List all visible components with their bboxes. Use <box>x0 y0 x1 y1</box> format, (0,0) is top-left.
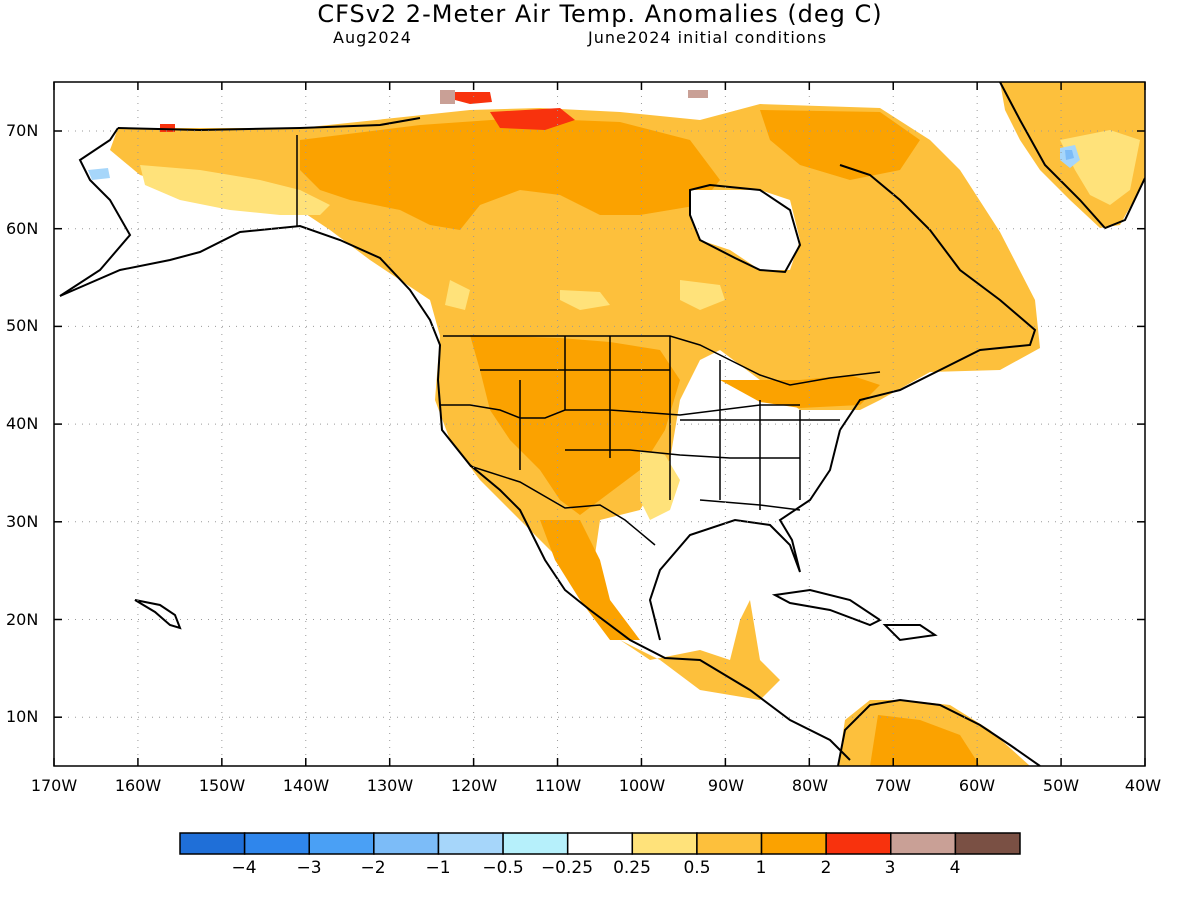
colorbar-swatch <box>566 832 634 855</box>
anomaly-region-0.25-0.5 <box>445 280 470 310</box>
lon-label: 110W <box>535 776 582 795</box>
axis-ticks <box>53 82 1146 766</box>
lon-label: 170W <box>31 776 78 795</box>
colorbar-label: −0.5 <box>482 858 523 878</box>
anomaly-region-3-4 <box>440 90 455 104</box>
lon-label: 130W <box>367 776 414 795</box>
colorbar-label: 0.5 <box>683 858 710 878</box>
coastline-north-america <box>59 224 851 761</box>
anomaly-region-0.25-0.5 <box>560 290 610 310</box>
colorbar-swatch <box>373 832 440 855</box>
coastlines <box>59 82 1145 766</box>
coastline-hawaii <box>134 599 182 630</box>
colorbar-swatch <box>243 832 310 855</box>
colorbar-swatch <box>631 832 698 855</box>
lat-label: 30N <box>6 512 38 531</box>
lon-label: 90W <box>708 776 744 795</box>
anomaly-region-1-2 <box>760 110 920 180</box>
colorbar <box>179 832 1021 855</box>
anomaly-region-2-3 <box>450 92 492 104</box>
anomaly-region-1-2 <box>720 375 880 408</box>
colorbar-label: −1 <box>425 858 450 878</box>
coastline-south-america <box>837 698 1041 766</box>
colorbar-label: −2 <box>360 858 385 878</box>
lat-label: 40N <box>6 414 38 433</box>
anomaly-region-minus1-minus0.5 <box>88 168 110 180</box>
colorbar-swatch <box>179 832 246 855</box>
colorbar-swatch <box>890 832 957 855</box>
border-us-mexico <box>469 465 656 546</box>
anomaly-region-1-2 <box>540 520 640 640</box>
anomaly-region-0.25-0.5 <box>680 280 725 310</box>
anomaly-region-minus2-minus1 <box>1065 150 1074 160</box>
lat-label: 50N <box>6 316 38 335</box>
lat-label: 70N <box>6 121 38 140</box>
coastline-hudson-bay <box>689 183 802 274</box>
colorbar-labels: −4 −3 −2 −1 −0.5 −0.25 0.25 0.5 1 2 3 4 <box>231 858 960 878</box>
colorbar-swatch <box>502 832 569 855</box>
colorbar-swatch <box>308 832 375 855</box>
coastline-gulf <box>648 429 841 641</box>
lon-label: 100W <box>619 776 666 795</box>
colorbar-label: 3 <box>885 858 896 878</box>
lon-label: 120W <box>451 776 498 795</box>
coastline-east <box>839 164 1037 431</box>
coastline-arctic <box>117 117 421 132</box>
lon-label: 140W <box>283 776 330 795</box>
anomaly-region-3-4 <box>688 90 708 98</box>
anomaly-region-1-2 <box>870 715 980 766</box>
state-borders <box>440 336 840 511</box>
colorbar-label: 2 <box>821 858 832 878</box>
anomaly-region-0.25-0.5 <box>1060 130 1140 205</box>
coastline-cuba <box>771 588 882 627</box>
lon-label: 160W <box>115 776 162 795</box>
colorbar-label: −0.25 <box>541 858 593 878</box>
coastline-greenland <box>999 82 1145 230</box>
colorbar-label: −4 <box>231 858 256 878</box>
valid-month: Aug2024 <box>333 28 412 47</box>
lon-label: 150W <box>199 776 246 795</box>
map-title: CFSv2 2-Meter Air Temp. Anomalies (deg C… <box>317 0 883 28</box>
colorbar-swatch <box>437 832 504 855</box>
anomaly-region-2-3 <box>160 124 175 132</box>
anomaly-region-1-2 <box>300 118 720 230</box>
colorbar-label: 0.25 <box>613 858 651 878</box>
anomaly-region-0.25-0.5 <box>140 165 330 215</box>
political-borders <box>296 135 881 546</box>
lon-label: 70W <box>875 776 911 795</box>
lon-label: 50W <box>1043 776 1079 795</box>
anomaly-region-0.25-0.5 <box>640 450 680 520</box>
coastline-hispaniola <box>882 624 938 642</box>
colorbar-label: 1 <box>756 858 767 878</box>
lat-label: 20N <box>6 610 38 629</box>
lat-label: 60N <box>6 219 38 238</box>
anomaly-field <box>88 82 1145 766</box>
colorbar-swatch <box>696 832 763 855</box>
colorbar-swatch <box>954 832 1021 855</box>
colorbar-label: 4 <box>950 858 961 878</box>
lon-label: 40W <box>1125 776 1161 795</box>
initial-conditions: June2024 initial conditions <box>588 28 828 47</box>
lon-label: 80W <box>792 776 828 795</box>
lon-label: 60W <box>959 776 995 795</box>
anomaly-region-1-2 <box>470 335 680 515</box>
border-us-canada <box>443 335 881 386</box>
anomaly-region-2-3 <box>490 108 575 130</box>
coastline-alaska-west <box>59 127 132 297</box>
colorbar-swatch <box>760 832 827 855</box>
lat-label: 10N <box>6 707 38 726</box>
colorbar-swatch <box>825 832 892 855</box>
colorbar-label: −3 <box>296 858 321 878</box>
anomaly-neutral-area <box>690 190 800 270</box>
